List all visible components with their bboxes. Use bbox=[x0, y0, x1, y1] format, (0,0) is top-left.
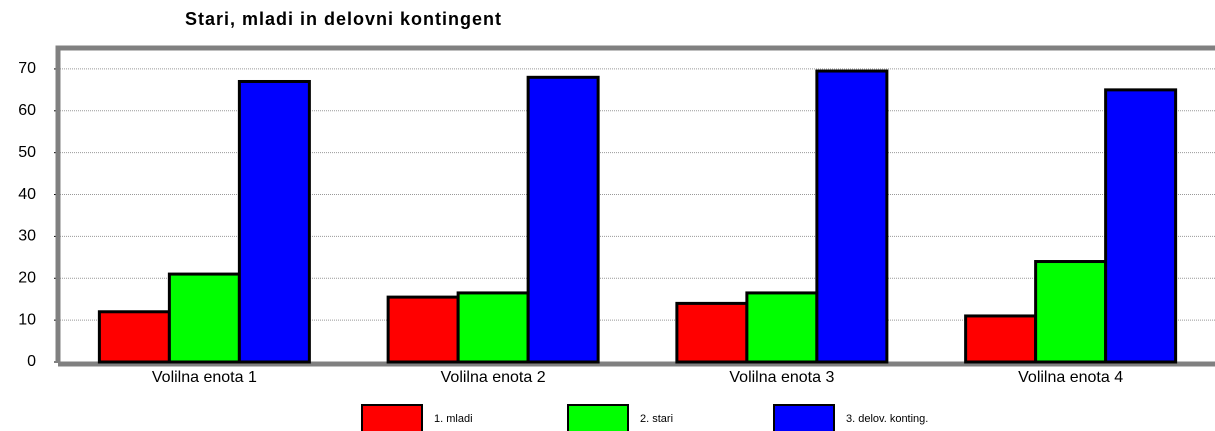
y-tick-label: 50 bbox=[18, 144, 36, 161]
legend-label: 1. mladi bbox=[434, 413, 473, 425]
y-tick-label: 40 bbox=[18, 186, 36, 203]
plot-frame bbox=[55, 45, 1215, 362]
legend-swatch bbox=[773, 404, 835, 431]
bar bbox=[964, 314, 1038, 364]
x-tick-label: Volilna enota 4 bbox=[1018, 369, 1123, 386]
x-tick-label: Volilna enota 1 bbox=[152, 369, 257, 386]
bar bbox=[1034, 260, 1108, 364]
bar bbox=[386, 295, 460, 364]
bar bbox=[1104, 88, 1178, 364]
y-tick-label: 30 bbox=[18, 228, 36, 245]
legend-label: 2. stari bbox=[640, 413, 673, 425]
bar bbox=[456, 291, 530, 364]
y-tick-label: 70 bbox=[18, 60, 36, 77]
bar bbox=[745, 291, 819, 364]
bar bbox=[97, 310, 171, 364]
y-tick-label: 0 bbox=[27, 353, 36, 370]
legend-swatch bbox=[567, 404, 629, 431]
bar bbox=[526, 75, 600, 364]
legend-label: 3. delov. konting. bbox=[846, 413, 928, 425]
y-tick-label: 60 bbox=[18, 102, 36, 119]
chart-title: Stari, mladi in delovni kontingent bbox=[185, 9, 502, 29]
y-tick-label: 20 bbox=[18, 269, 36, 286]
bar bbox=[675, 301, 749, 364]
x-tick-label: Volilna enota 2 bbox=[441, 369, 546, 386]
y-tick-label: 10 bbox=[18, 311, 36, 328]
bar bbox=[815, 69, 889, 364]
x-tick-label: Volilna enota 3 bbox=[729, 369, 834, 386]
legend-swatch bbox=[361, 404, 423, 431]
bar bbox=[167, 272, 241, 364]
bar bbox=[237, 79, 311, 364]
